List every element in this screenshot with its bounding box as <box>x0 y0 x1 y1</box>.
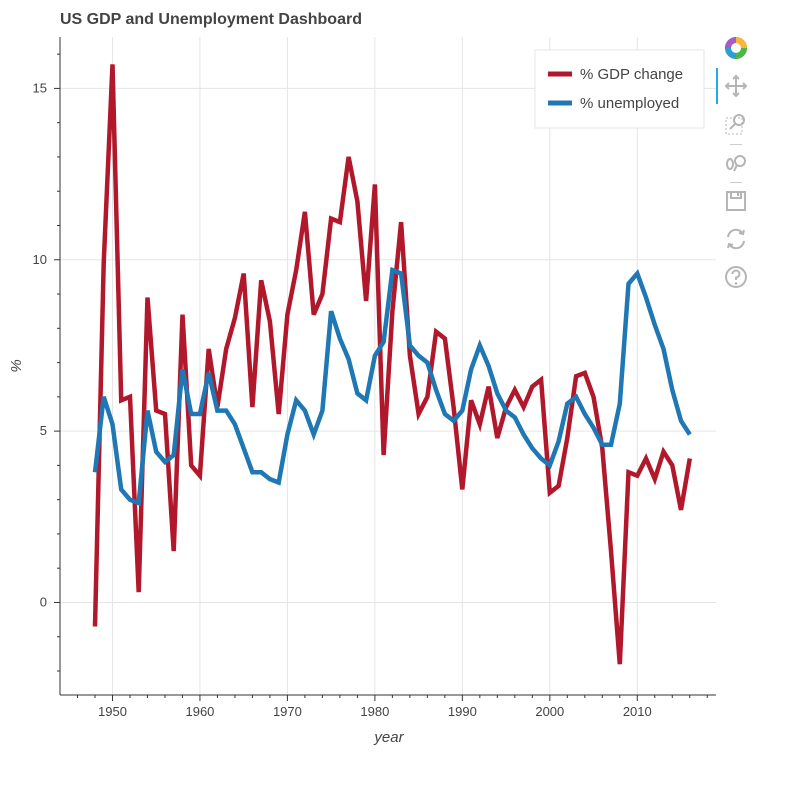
reset-icon[interactable] <box>722 225 750 253</box>
x-tick-label: 2010 <box>623 704 652 719</box>
series-line-unemployed <box>92 266 692 507</box>
help-icon[interactable] <box>722 263 750 291</box>
x-tick-label: 1970 <box>273 704 302 719</box>
wheel-zoom-icon[interactable] <box>722 149 750 177</box>
active-tool-indicator <box>716 68 718 104</box>
ticks-layer: 1950 1960 1970 1980 1990 2000 2010 0 5 10 15 <box>33 53 708 719</box>
legend-box <box>534 49 705 129</box>
bokeh-logo-icon[interactable] <box>722 34 750 62</box>
x-tick-label: 1980 <box>360 704 389 719</box>
toolbar <box>716 30 754 300</box>
y-axis-label: % <box>8 359 25 372</box>
x-tick-label: 1990 <box>448 704 477 719</box>
x-tick-label: 2000 <box>535 704 564 719</box>
chart-title: US GDP and Unemployment Dashboard <box>60 11 362 28</box>
legend-label-gdp: % GDP change <box>580 66 683 83</box>
toolbar-separator <box>730 144 742 145</box>
toolbar-separator <box>730 182 742 183</box>
series-layer <box>92 64 693 665</box>
pan-icon[interactable] <box>722 72 750 100</box>
x-axis-label: year <box>373 729 404 746</box>
axes-layer <box>59 37 716 696</box>
y-tick-label: 10 <box>33 252 47 267</box>
x-tick-label: 1960 <box>185 704 214 719</box>
y-tick-label: 0 <box>40 594 47 609</box>
series-line-gdp <box>92 64 693 665</box>
x-tick-label: 1950 <box>98 704 127 719</box>
legend: % GDP change % unemployed <box>534 49 705 129</box>
y-tick-label: 5 <box>40 423 47 438</box>
legend-label-unemployed: % unemployed <box>580 95 679 112</box>
save-icon[interactable] <box>722 187 750 215</box>
box-zoom-icon[interactable] <box>722 110 750 138</box>
y-tick-label: 15 <box>33 80 47 95</box>
